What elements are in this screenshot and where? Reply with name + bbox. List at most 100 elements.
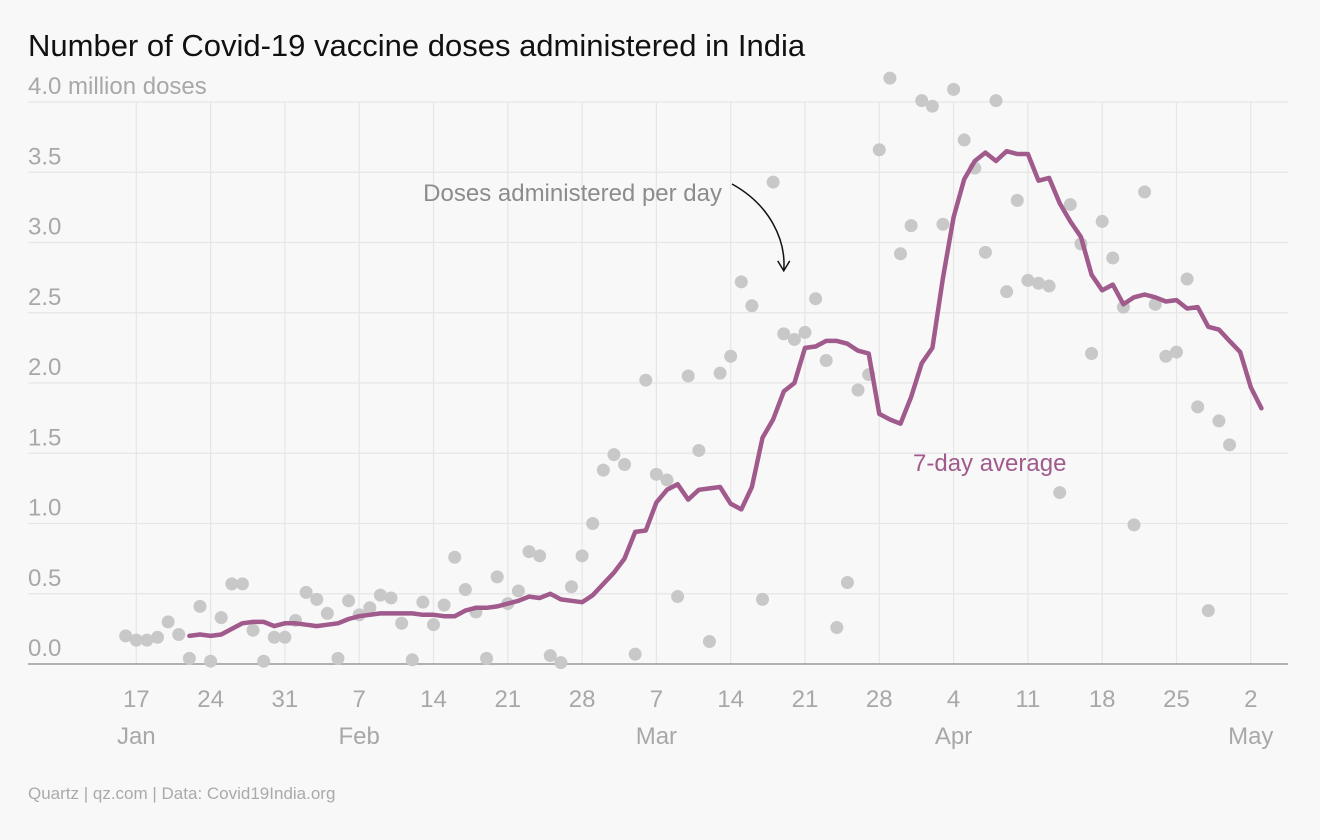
scatter-point — [575, 549, 589, 563]
scatter-point — [702, 635, 716, 649]
scatter-point — [904, 219, 918, 233]
scatter-point — [671, 590, 685, 604]
scatter-point — [989, 94, 1003, 108]
scatter-point — [320, 606, 334, 620]
scatter-point — [278, 630, 292, 644]
scatter-point — [1000, 285, 1014, 299]
scatter-point — [1191, 400, 1205, 414]
y-tick-label: 2.5 — [28, 284, 61, 311]
scatter-point — [872, 143, 886, 157]
x-tick-label: 28 — [866, 686, 893, 713]
scatter-point — [204, 654, 218, 668]
scatter-point — [405, 653, 419, 667]
x-tick-label: 4 — [947, 686, 960, 713]
scatter-point — [458, 583, 472, 597]
scatter-point — [119, 629, 133, 643]
scatter-point — [437, 598, 451, 612]
scatter-point — [331, 651, 345, 665]
y-tick-label: 0.5 — [28, 565, 61, 592]
scatter-point — [1201, 604, 1215, 618]
y-tick-label: 3.0 — [28, 214, 61, 241]
scatter-point — [1021, 273, 1035, 287]
annotation-daily-doses: Doses administered per day — [423, 180, 722, 207]
x-month-label: Apr — [935, 723, 972, 750]
scatter-point — [756, 592, 770, 606]
scatter-point — [1180, 272, 1194, 286]
scatter-point — [1138, 185, 1152, 199]
scatter-point — [246, 623, 260, 637]
scatter-point — [554, 656, 568, 670]
annotation-arrow — [731, 183, 785, 270]
scatter-point — [586, 517, 600, 530]
scatter-point — [734, 275, 748, 289]
x-tick-label: 28 — [569, 686, 596, 713]
scatter-point — [172, 627, 186, 641]
scatter-point — [182, 651, 196, 665]
scatter-point — [809, 292, 823, 306]
scatter-point — [151, 630, 165, 644]
scatter-point — [766, 175, 780, 189]
x-month-label: Mar — [636, 723, 677, 750]
scatter-point — [384, 591, 398, 605]
scatter-point — [1031, 276, 1045, 290]
scatter-point — [257, 654, 271, 668]
x-tick-label: 25 — [1163, 686, 1190, 713]
scatter-point — [363, 601, 377, 615]
x-tick-label: 7 — [650, 686, 663, 713]
x-month-label: Feb — [339, 723, 380, 750]
scatter-point — [373, 588, 387, 602]
y-tick-label: 1.0 — [28, 495, 61, 522]
x-tick-label: 18 — [1089, 686, 1116, 713]
y-tick-label: 4.0 million doses — [28, 73, 207, 100]
scatter-point — [1106, 251, 1120, 265]
y-tick-label: 3.5 — [28, 143, 61, 170]
y-tick-label: 2.0 — [28, 354, 61, 381]
x-tick-label: 2 — [1244, 686, 1257, 713]
scatter-point — [596, 463, 610, 477]
scatter-point — [426, 618, 440, 632]
y-tick-label: 1.5 — [28, 424, 61, 451]
scatter-point — [787, 332, 801, 346]
scatter-point — [416, 595, 430, 609]
annotation-arrowhead — [777, 260, 791, 273]
scatter-point — [267, 630, 281, 644]
scatter-point — [214, 611, 228, 625]
scatter-point — [1223, 438, 1237, 452]
scatter-point — [894, 247, 908, 261]
source-credit: Quartz | qz.com | Data: Covid19India.org — [28, 784, 336, 803]
scatter-point — [607, 448, 621, 462]
scatter-point — [1085, 346, 1099, 360]
scatter-point — [1148, 297, 1162, 311]
x-tick-label: 24 — [197, 686, 224, 713]
scatter-point — [522, 545, 536, 559]
chart-title: Number of Covid-19 vaccine doses adminis… — [28, 28, 806, 63]
scatter-point — [235, 577, 249, 591]
scatter-point — [448, 550, 462, 564]
scatter-point — [618, 457, 632, 471]
scatter-point — [777, 327, 791, 341]
scatter-point — [310, 592, 324, 606]
average-line — [187, 148, 1264, 639]
scatter-point — [1127, 518, 1141, 532]
scatter-point — [1212, 414, 1226, 428]
scatter-point — [193, 599, 207, 613]
x-tick-label: 7 — [353, 686, 366, 713]
scatter-point — [564, 580, 578, 594]
scatter-point — [851, 383, 865, 397]
x-tick-label: 14 — [420, 686, 447, 713]
scatter-point — [660, 473, 674, 487]
x-tick-label: 11 — [1015, 686, 1040, 713]
x-month-label: May — [1228, 723, 1273, 750]
scatter-point — [947, 82, 961, 96]
scatter-point — [936, 217, 950, 231]
scatter-point — [798, 325, 812, 339]
scatter-point — [1169, 345, 1183, 359]
x-tick-label: 21 — [494, 686, 521, 713]
scatter-point — [490, 570, 504, 584]
scatter-point — [140, 633, 154, 647]
scatter-point — [883, 71, 897, 85]
scatter-point — [713, 366, 727, 380]
scatter-point — [161, 615, 175, 629]
scatter-point — [915, 94, 929, 108]
